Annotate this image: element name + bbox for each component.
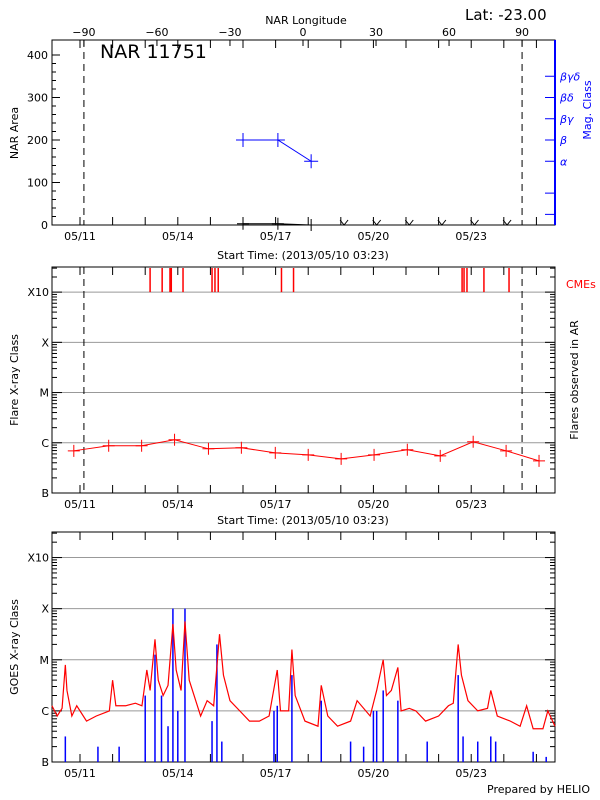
y-tick-label: 100 [27, 177, 48, 190]
y-tick-label: X10 [27, 286, 49, 299]
x-tick-label: 05/11 [64, 230, 96, 243]
nar-title: NAR 11751 [100, 41, 207, 63]
panel1-frame [51, 39, 556, 226]
panel1-xlabel: Start Time: (2013/05/10 03:23) [217, 249, 389, 262]
panel2-ylabel: Flare X-ray Class [8, 334, 21, 426]
cme-label: CMEs [566, 278, 596, 291]
data-point-marker [135, 439, 148, 452]
data-point-marker [235, 441, 248, 454]
longitude-tick-label: −90 [72, 26, 95, 39]
y-tick-label: 400 [27, 49, 48, 62]
data-point-marker [168, 433, 181, 446]
x-tick-label: 05/14 [162, 498, 194, 511]
data-point-marker [270, 133, 285, 147]
data-point-marker [467, 435, 480, 448]
data-point-marker [236, 133, 251, 147]
y-tick-label: B [41, 756, 49, 769]
data-point-marker [401, 443, 414, 456]
x-tick-label: 05/14 [162, 230, 194, 243]
x-tick-label: 05/20 [358, 230, 390, 243]
x-tick-label: 05/11 [64, 498, 96, 511]
y-tick-label: M [40, 387, 50, 400]
data-point-marker [202, 442, 215, 455]
y-tick-label: M [40, 654, 50, 667]
panel2-xlabel: Start Time: (2013/05/10 03:23) [217, 514, 389, 527]
series-line-mag-class [243, 139, 312, 162]
data-point-marker [305, 219, 318, 231]
footer-credit: Prepared by HELIO [487, 783, 590, 796]
x-tick-label: 05/11 [64, 767, 96, 780]
no-data-marker [470, 219, 479, 226]
longitude-tick-label: 0 [299, 26, 306, 39]
mag-class-label: α [560, 155, 568, 168]
data-point-marker [533, 454, 546, 467]
y-tick-label: 200 [27, 134, 48, 147]
y-tick-label: X [41, 603, 49, 616]
x-tick-label: 05/14 [162, 767, 194, 780]
y-tick-label: X [41, 336, 49, 349]
x-tick-label: 05/20 [358, 767, 390, 780]
no-data-marker [437, 219, 447, 226]
panel2-y2label: Flares observed in AR [568, 320, 581, 440]
no-data-marker [404, 219, 414, 226]
longitude-tick-label: −30 [218, 26, 241, 39]
data-point-marker [500, 444, 513, 457]
data-point-marker [302, 448, 315, 461]
longitude-tick-label: −60 [145, 26, 168, 39]
mag-class-label: βδ [559, 92, 574, 105]
y-tick-label: B [41, 487, 49, 500]
no-data-marker [339, 219, 349, 226]
data-point-marker [102, 439, 115, 452]
data-point-marker [67, 444, 80, 457]
data-point-marker [335, 452, 348, 465]
x-tick-label: 05/23 [455, 498, 487, 511]
y-tick-label: C [41, 705, 49, 718]
y-tick-label: X10 [27, 552, 49, 565]
no-data-marker [502, 219, 512, 226]
panel1-ylabel: NAR Area [8, 107, 21, 159]
data-point-marker [434, 449, 447, 462]
panel3-frame [51, 531, 556, 763]
data-point-marker [304, 154, 319, 169]
panel3-ylabel: GOES X-ray Class [8, 599, 21, 695]
x-tick-label: 05/20 [358, 498, 390, 511]
y-tick-label: 300 [27, 92, 48, 105]
data-point-marker [237, 217, 250, 230]
mag-class-label: β [559, 134, 567, 147]
data-point-marker [271, 217, 284, 230]
x-tick-label: 05/17 [260, 767, 292, 780]
goes-long-line [51, 621, 556, 730]
x-tick-label: 05/17 [260, 498, 292, 511]
mag-class-label: βγ [559, 113, 574, 126]
y-tick-label: C [41, 437, 49, 450]
data-point-marker [368, 448, 381, 461]
panel2-frame [51, 266, 556, 494]
latitude-label: Lat: -23.00 [465, 6, 547, 24]
no-data-marker [372, 219, 382, 226]
panel1-y2label: Mag. Class [581, 80, 594, 139]
longitude-tick-label: 30 [369, 26, 383, 39]
x-tick-label: 05/17 [260, 230, 292, 243]
data-point-marker [269, 446, 282, 459]
longitude-axis-title: NAR Longitude [265, 14, 347, 27]
longitude-tick-label: 60 [442, 26, 456, 39]
x-tick-label: 05/23 [455, 230, 487, 243]
y-tick-label: 0 [41, 219, 48, 232]
longitude-tick-label: 90 [515, 26, 529, 39]
x-tick-label: 05/23 [455, 767, 487, 780]
mag-class-label: βγδ [559, 70, 581, 83]
